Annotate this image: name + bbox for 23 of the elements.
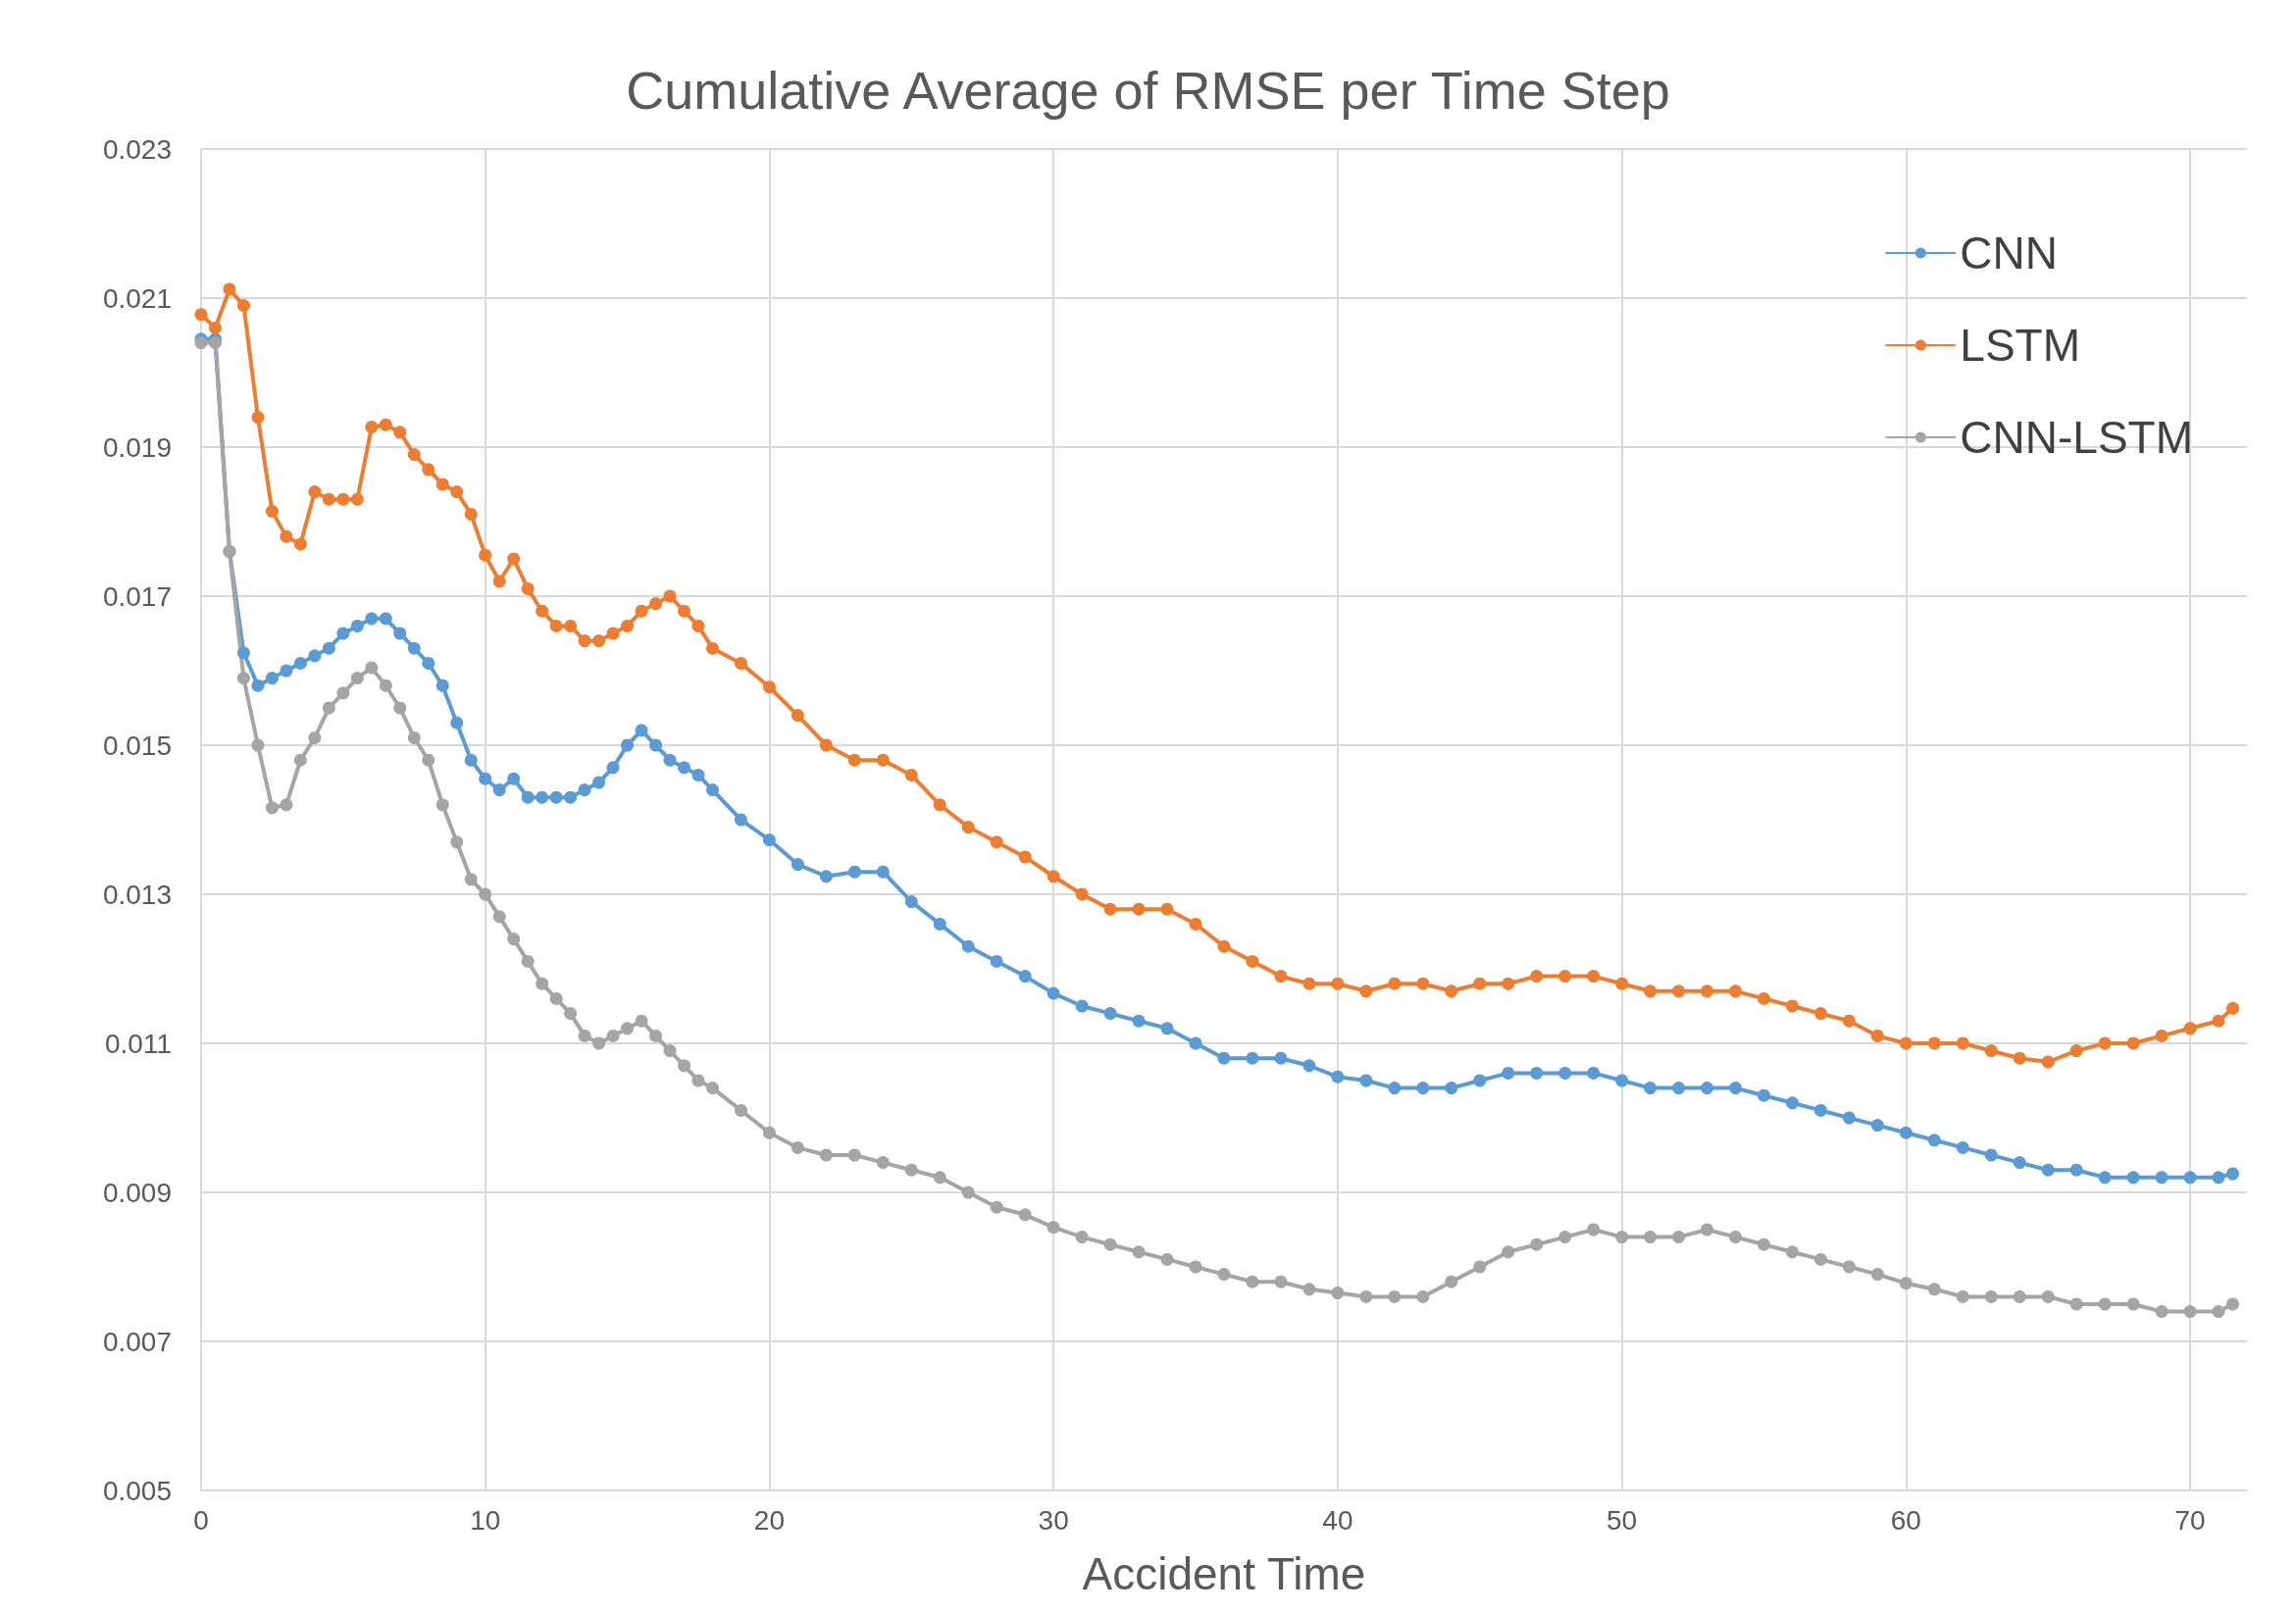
y-tick-label: 0.015	[102, 730, 172, 761]
y-tick-label: 0.021	[102, 282, 172, 314]
x-tick-label: 70	[2174, 1504, 2206, 1536]
y-tick-label: 0.019	[102, 431, 172, 463]
y-tick-label: 0.009	[102, 1177, 172, 1208]
x-tick-label: 20	[753, 1504, 786, 1536]
x-tick-label: 30	[1038, 1504, 1069, 1536]
x-tick-label: 10	[470, 1504, 501, 1536]
legend-label: LSTM	[1960, 320, 2081, 371]
legend-label: CNN-LSTM	[1960, 412, 2194, 463]
x-tick-label: 40	[1322, 1504, 1353, 1536]
y-tick-label: 0.023	[102, 133, 172, 165]
y-tick-label: 0.013	[102, 879, 172, 910]
x-tick-label: 0	[193, 1504, 209, 1536]
x-tick-label: 50	[1607, 1504, 1638, 1536]
legend-label: CNN	[1960, 227, 2059, 278]
y-tick-label: 0.005	[102, 1475, 172, 1506]
y-tick-label: 0.011	[105, 1028, 172, 1059]
y-tick-label: 0.007	[102, 1326, 172, 1357]
x-axis-title: Accident Time	[1082, 1548, 1366, 1599]
x-tick-label: 60	[1890, 1504, 1921, 1536]
y-tick-label: 0.017	[102, 580, 172, 612]
chart-title: Cumulative Average of RMSE per Time Step	[626, 61, 1670, 120]
